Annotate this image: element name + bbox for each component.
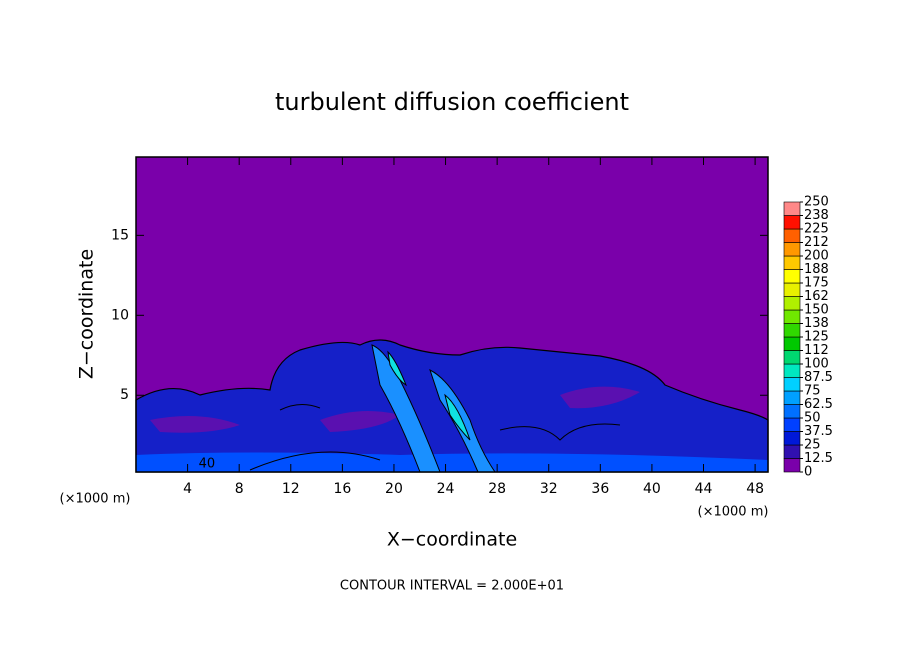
x-tick-label: 48 [746, 481, 764, 497]
y-tick-label: 5 [120, 387, 129, 403]
contour-label: 40 [199, 457, 216, 472]
x-tick-label: 16 [333, 481, 351, 497]
plot-area [135, 156, 769, 473]
colorbar-swatch [783, 242, 801, 257]
colorbar-label: 212 [804, 235, 829, 250]
colorbar-label: 150 [804, 303, 829, 318]
y-tick-label: 15 [111, 227, 129, 243]
x-tick-label: 8 [235, 481, 244, 497]
colorbar-label: 225 [804, 222, 829, 237]
colorbar-label: 250 [804, 195, 829, 210]
x-axis-label: X−coordinate [387, 529, 517, 551]
colorbar-swatch [783, 296, 801, 311]
y-tick-label: 10 [111, 307, 129, 323]
colorbar-label: 238 [804, 208, 829, 223]
colorbar-label: 162 [804, 289, 829, 304]
colorbar-label: 0 [804, 465, 812, 480]
colorbar-label: 112 [804, 343, 829, 358]
colorbar-label: 100 [804, 357, 829, 372]
colorbar-label: 37.5 [804, 424, 833, 439]
colorbar-swatch [783, 323, 801, 338]
colorbar-swatch [783, 228, 801, 243]
field-region [387, 350, 471, 441]
x-tick-label: 4 [183, 481, 192, 497]
colorbar-label: 62.5 [804, 397, 833, 412]
colorbar-swatch [783, 269, 801, 284]
colorbar-swatch [783, 390, 801, 405]
plot-frame [135, 156, 769, 473]
x-tick-label: 40 [643, 481, 661, 497]
colorbar-label: 200 [804, 249, 829, 264]
x-tick-label: 44 [695, 481, 713, 497]
colorbar-label: 75 [804, 384, 821, 399]
y-unit: (×1000 m) [60, 492, 131, 507]
footnote: CONTOUR INTERVAL = 2.000E+01 [340, 579, 564, 594]
colorbar-swatch [783, 444, 801, 459]
colorbar-swatch [783, 458, 801, 473]
x-tick-label: 36 [591, 481, 609, 497]
colorbar-label: 125 [804, 330, 829, 345]
colorbar-swatch [783, 282, 801, 297]
field-region [150, 386, 640, 433]
field-region [136, 452, 768, 472]
y-axis-label: Z−coordinate [76, 249, 98, 379]
colorbar-label: 50 [804, 411, 821, 426]
colorbar-swatch [783, 350, 801, 365]
colorbar-swatch [783, 377, 801, 392]
colorbar-swatch [783, 417, 801, 432]
colorbar-swatch [783, 255, 801, 270]
x-tick-label: 12 [282, 481, 300, 497]
colorbar-swatch [783, 336, 801, 351]
colorbar-swatch [783, 201, 801, 216]
colorbar-label: 25 [804, 438, 821, 453]
x-tick-label: 24 [437, 481, 455, 497]
colorbar-swatch [783, 215, 801, 230]
x-unit: (×1000 m) [698, 505, 769, 520]
x-tick-label: 28 [488, 481, 506, 497]
chart-title: turbulent diffusion coefficient [275, 88, 629, 116]
colorbar-label: 175 [804, 276, 829, 291]
x-tick-label: 32 [540, 481, 558, 497]
colorbar-label: 12.5 [804, 451, 833, 466]
colorbar-label: 138 [804, 316, 829, 331]
colorbar-swatch [783, 404, 801, 419]
x-tick-label: 20 [385, 481, 403, 497]
colorbar-label: 87.5 [804, 370, 833, 385]
colorbar-swatch [783, 431, 801, 446]
contour-line [249, 404, 621, 471]
colorbar-swatch [783, 309, 801, 324]
colorbar-label: 188 [804, 262, 829, 277]
colorbar-swatch [783, 363, 801, 378]
